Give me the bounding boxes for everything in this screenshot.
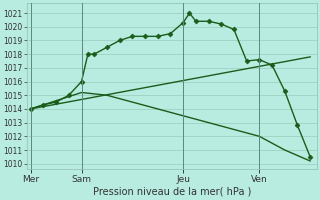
X-axis label: Pression niveau de la mer( hPa ): Pression niveau de la mer( hPa ): [92, 187, 251, 197]
